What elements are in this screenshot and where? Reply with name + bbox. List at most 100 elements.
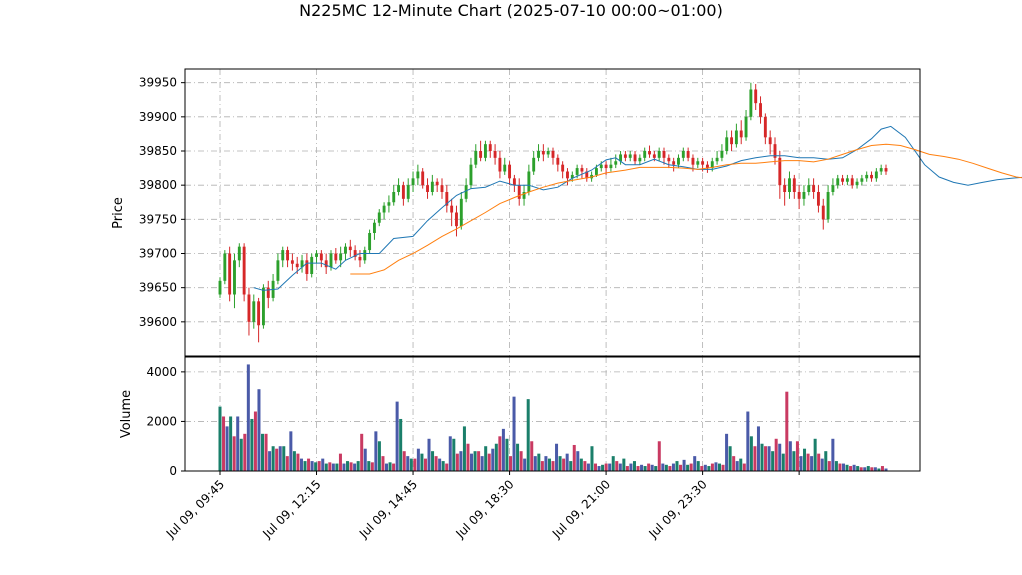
candle-body — [305, 260, 309, 274]
volume-bar — [710, 463, 714, 471]
candle-body — [430, 181, 434, 192]
volume-bar — [643, 466, 647, 471]
volume-bar — [427, 438, 431, 471]
candle-body — [783, 185, 787, 192]
volume-bar — [625, 466, 629, 471]
volume-bar — [799, 456, 803, 471]
volume-bar — [756, 426, 760, 471]
volume-bar — [218, 406, 222, 471]
volume-bar — [689, 463, 693, 471]
volume-bar — [392, 463, 396, 471]
volume-bar — [434, 456, 438, 471]
candle-body — [517, 185, 521, 199]
volume-bar — [629, 463, 633, 471]
candle-body — [498, 157, 502, 172]
volume-bar — [338, 453, 342, 471]
volume-bar — [572, 444, 576, 471]
volume-bar — [668, 466, 672, 471]
candle-body — [614, 161, 618, 165]
volume-bar — [827, 461, 831, 471]
candle-body — [802, 192, 806, 199]
volume-bar — [537, 453, 541, 471]
candle-body — [763, 116, 767, 138]
candle-body — [870, 174, 873, 179]
candle-body — [483, 144, 487, 158]
volume-bar — [328, 462, 332, 471]
volume-bar — [742, 463, 746, 471]
candle-body — [705, 164, 709, 169]
price-y-tick-label: 39600 — [139, 315, 177, 329]
price-y-ticks: 39600 39650 39700 39750 39800 39850 39900 39950 — [139, 76, 185, 329]
candle-body — [522, 192, 526, 199]
volume-bar — [562, 458, 566, 471]
volume-bar — [590, 446, 594, 471]
volume-bar — [441, 461, 445, 471]
candle-body — [421, 171, 425, 186]
candle-body — [237, 246, 241, 261]
candle-body — [788, 178, 791, 192]
volume-bar — [420, 453, 424, 471]
candle-body — [672, 161, 676, 165]
volume-panel-frame — [184, 356, 921, 472]
volume-bar — [501, 428, 505, 471]
candle-body — [377, 212, 381, 223]
candle-body — [387, 202, 391, 206]
volume-bar — [838, 463, 842, 471]
volume-bar — [746, 411, 750, 471]
volume-bar — [785, 391, 789, 471]
candle-body — [648, 151, 651, 155]
volume-bar — [732, 456, 736, 471]
volume-bar — [810, 456, 814, 471]
volume-bar — [806, 453, 810, 471]
volume-bar — [661, 463, 665, 471]
volume-bar — [374, 431, 378, 471]
volume-bar — [229, 416, 233, 471]
volume-bar — [767, 446, 771, 471]
volume-bar — [601, 464, 605, 471]
volume-bar — [551, 461, 555, 471]
candle-body — [358, 256, 362, 261]
candle-body — [223, 253, 227, 281]
candle-body — [865, 174, 869, 179]
candle-body — [812, 185, 816, 192]
volume-bar — [299, 458, 303, 471]
candle-body — [512, 178, 516, 186]
volume-bar — [399, 418, 403, 471]
volume-bar — [788, 441, 792, 471]
volume-bar — [388, 462, 392, 471]
volume-bar — [473, 451, 477, 471]
candle-body — [599, 164, 603, 169]
volume-bar — [703, 464, 707, 471]
candle-body — [310, 256, 314, 274]
volume-bar — [877, 468, 881, 471]
candle-body — [744, 116, 748, 138]
candle-body — [845, 178, 849, 182]
volume-bar — [856, 466, 860, 471]
candle-body — [440, 185, 444, 192]
price-y-tick-label: 39800 — [139, 178, 177, 192]
volume-bar — [370, 462, 374, 471]
volume-bar — [657, 441, 661, 471]
candle-body — [450, 205, 454, 213]
candle-body — [681, 151, 685, 158]
candle-body — [701, 161, 705, 165]
candle-body — [474, 151, 478, 165]
volume-bar — [303, 461, 307, 471]
volume-bar — [795, 441, 799, 471]
volume-bar — [360, 433, 364, 471]
volume-bar — [632, 461, 636, 471]
candle-body — [411, 178, 415, 186]
volume-bar — [236, 416, 240, 471]
candle-body — [686, 151, 690, 158]
volume-bar — [356, 461, 360, 471]
price-y-tick-label: 39950 — [139, 76, 177, 90]
candle-body — [257, 301, 261, 326]
candle-body — [821, 205, 825, 220]
volume-bar — [271, 446, 275, 471]
volume-bar — [250, 418, 254, 471]
candle-body — [652, 154, 656, 158]
volume-bar — [792, 451, 796, 471]
candle-body — [556, 157, 560, 165]
volume-y-tick-label: 0 — [169, 464, 177, 478]
volume-bar — [377, 441, 381, 471]
